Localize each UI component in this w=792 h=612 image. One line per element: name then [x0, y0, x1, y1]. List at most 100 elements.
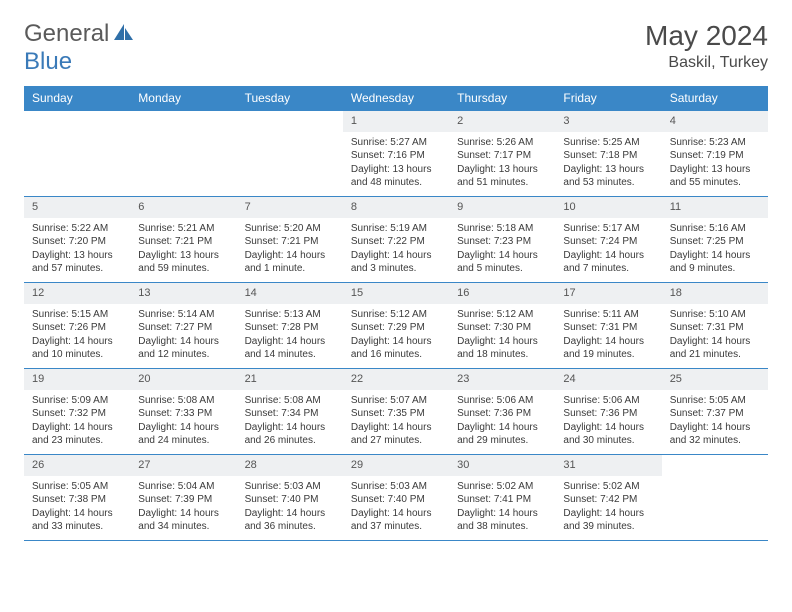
day-cell: 6Sunrise: 5:21 AMSunset: 7:21 PMDaylight…	[130, 197, 236, 283]
logo-blue-wrap: Blue	[24, 48, 72, 76]
daylight: Daylight: 13 hours and 53 minutes.	[563, 163, 653, 190]
day-body: Sunrise: 5:22 AMSunset: 7:20 PMDaylight:…	[24, 218, 130, 282]
daylight: Daylight: 14 hours and 18 minutes.	[457, 335, 547, 362]
dayhead-row: Sunday Monday Tuesday Wednesday Thursday…	[24, 86, 768, 111]
sunset: Sunset: 7:28 PM	[245, 321, 335, 335]
daylight: Daylight: 14 hours and 30 minutes.	[563, 421, 653, 448]
day-cell: 11Sunrise: 5:16 AMSunset: 7:25 PMDayligh…	[662, 197, 768, 283]
day-body: Sunrise: 5:12 AMSunset: 7:29 PMDaylight:…	[343, 304, 449, 368]
sunrise: Sunrise: 5:10 AM	[670, 308, 760, 322]
day-body: Sunrise: 5:05 AMSunset: 7:38 PMDaylight:…	[24, 476, 130, 540]
sunrise: Sunrise: 5:18 AM	[457, 222, 547, 236]
day-body: Sunrise: 5:19 AMSunset: 7:22 PMDaylight:…	[343, 218, 449, 282]
day-body: Sunrise: 5:09 AMSunset: 7:32 PMDaylight:…	[24, 390, 130, 454]
sunset: Sunset: 7:26 PM	[32, 321, 122, 335]
week-row: 26Sunrise: 5:05 AMSunset: 7:38 PMDayligh…	[24, 455, 768, 541]
daylight: Daylight: 14 hours and 19 minutes.	[563, 335, 653, 362]
week-row: 19Sunrise: 5:09 AMSunset: 7:32 PMDayligh…	[24, 369, 768, 455]
day-cell: 13Sunrise: 5:14 AMSunset: 7:27 PMDayligh…	[130, 283, 236, 369]
day-number: 13	[130, 283, 236, 304]
sunset: Sunset: 7:17 PM	[457, 149, 547, 163]
daylight: Daylight: 14 hours and 36 minutes.	[245, 507, 335, 534]
day-number: 5	[24, 197, 130, 218]
sunrise: Sunrise: 5:15 AM	[32, 308, 122, 322]
day-number	[130, 111, 236, 130]
sunrise: Sunrise: 5:13 AM	[245, 308, 335, 322]
logo: General	[24, 20, 135, 48]
sunrise: Sunrise: 5:09 AM	[32, 394, 122, 408]
daylight: Daylight: 14 hours and 29 minutes.	[457, 421, 547, 448]
day-cell: 22Sunrise: 5:07 AMSunset: 7:35 PMDayligh…	[343, 369, 449, 455]
daylight: Daylight: 14 hours and 7 minutes.	[563, 249, 653, 276]
sunrise: Sunrise: 5:06 AM	[563, 394, 653, 408]
sunset: Sunset: 7:40 PM	[351, 493, 441, 507]
day-body: Sunrise: 5:06 AMSunset: 7:36 PMDaylight:…	[555, 390, 661, 454]
sunset: Sunset: 7:36 PM	[457, 407, 547, 421]
day-number: 20	[130, 369, 236, 390]
dayhead: Saturday	[662, 86, 768, 111]
day-number: 25	[662, 369, 768, 390]
daylight: Daylight: 14 hours and 10 minutes.	[32, 335, 122, 362]
day-number: 22	[343, 369, 449, 390]
day-body: Sunrise: 5:27 AMSunset: 7:16 PMDaylight:…	[343, 132, 449, 196]
day-body: Sunrise: 5:20 AMSunset: 7:21 PMDaylight:…	[237, 218, 343, 282]
sunset: Sunset: 7:25 PM	[670, 235, 760, 249]
day-body: Sunrise: 5:26 AMSunset: 7:17 PMDaylight:…	[449, 132, 555, 196]
day-number: 21	[237, 369, 343, 390]
logo-text-general: General	[24, 20, 109, 48]
sunset: Sunset: 7:31 PM	[563, 321, 653, 335]
day-number: 28	[237, 455, 343, 476]
daylight: Daylight: 14 hours and 26 minutes.	[245, 421, 335, 448]
day-cell	[237, 111, 343, 197]
day-number: 31	[555, 455, 661, 476]
sunrise: Sunrise: 5:05 AM	[670, 394, 760, 408]
sunrise: Sunrise: 5:08 AM	[138, 394, 228, 408]
sunrise: Sunrise: 5:11 AM	[563, 308, 653, 322]
week-row: 1Sunrise: 5:27 AMSunset: 7:16 PMDaylight…	[24, 111, 768, 197]
sunrise: Sunrise: 5:12 AM	[351, 308, 441, 322]
sunset: Sunset: 7:19 PM	[670, 149, 760, 163]
day-cell: 27Sunrise: 5:04 AMSunset: 7:39 PMDayligh…	[130, 455, 236, 541]
day-number: 11	[662, 197, 768, 218]
day-number: 18	[662, 283, 768, 304]
daylight: Daylight: 14 hours and 3 minutes.	[351, 249, 441, 276]
sunrise: Sunrise: 5:17 AM	[563, 222, 653, 236]
day-number: 16	[449, 283, 555, 304]
day-cell: 17Sunrise: 5:11 AMSunset: 7:31 PMDayligh…	[555, 283, 661, 369]
day-number: 2	[449, 111, 555, 132]
logo-text-blue: Blue	[24, 48, 72, 75]
day-body: Sunrise: 5:10 AMSunset: 7:31 PMDaylight:…	[662, 304, 768, 368]
day-body: Sunrise: 5:02 AMSunset: 7:41 PMDaylight:…	[449, 476, 555, 540]
sunrise: Sunrise: 5:16 AM	[670, 222, 760, 236]
sunset: Sunset: 7:30 PM	[457, 321, 547, 335]
sunset: Sunset: 7:21 PM	[245, 235, 335, 249]
sunset: Sunset: 7:33 PM	[138, 407, 228, 421]
daylight: Daylight: 14 hours and 33 minutes.	[32, 507, 122, 534]
daylight: Daylight: 14 hours and 1 minute.	[245, 249, 335, 276]
dayhead: Monday	[130, 86, 236, 111]
day-number: 15	[343, 283, 449, 304]
day-cell	[24, 111, 130, 197]
day-number: 29	[343, 455, 449, 476]
day-body: Sunrise: 5:14 AMSunset: 7:27 PMDaylight:…	[130, 304, 236, 368]
day-body: Sunrise: 5:21 AMSunset: 7:21 PMDaylight:…	[130, 218, 236, 282]
day-number: 6	[130, 197, 236, 218]
day-body: Sunrise: 5:03 AMSunset: 7:40 PMDaylight:…	[237, 476, 343, 540]
location: Baskil, Turkey	[645, 54, 768, 72]
sunset: Sunset: 7:38 PM	[32, 493, 122, 507]
day-number: 4	[662, 111, 768, 132]
day-number: 26	[24, 455, 130, 476]
sunset: Sunset: 7:40 PM	[245, 493, 335, 507]
daylight: Daylight: 14 hours and 16 minutes.	[351, 335, 441, 362]
sunrise: Sunrise: 5:23 AM	[670, 136, 760, 150]
month-title: May 2024	[645, 20, 768, 52]
sunrise: Sunrise: 5:02 AM	[457, 480, 547, 494]
sunrise: Sunrise: 5:03 AM	[245, 480, 335, 494]
day-body: Sunrise: 5:11 AMSunset: 7:31 PMDaylight:…	[555, 304, 661, 368]
daylight: Daylight: 14 hours and 39 minutes.	[563, 507, 653, 534]
day-number: 9	[449, 197, 555, 218]
day-cell: 3Sunrise: 5:25 AMSunset: 7:18 PMDaylight…	[555, 111, 661, 197]
day-cell: 14Sunrise: 5:13 AMSunset: 7:28 PMDayligh…	[237, 283, 343, 369]
sunset: Sunset: 7:34 PM	[245, 407, 335, 421]
sunrise: Sunrise: 5:12 AM	[457, 308, 547, 322]
